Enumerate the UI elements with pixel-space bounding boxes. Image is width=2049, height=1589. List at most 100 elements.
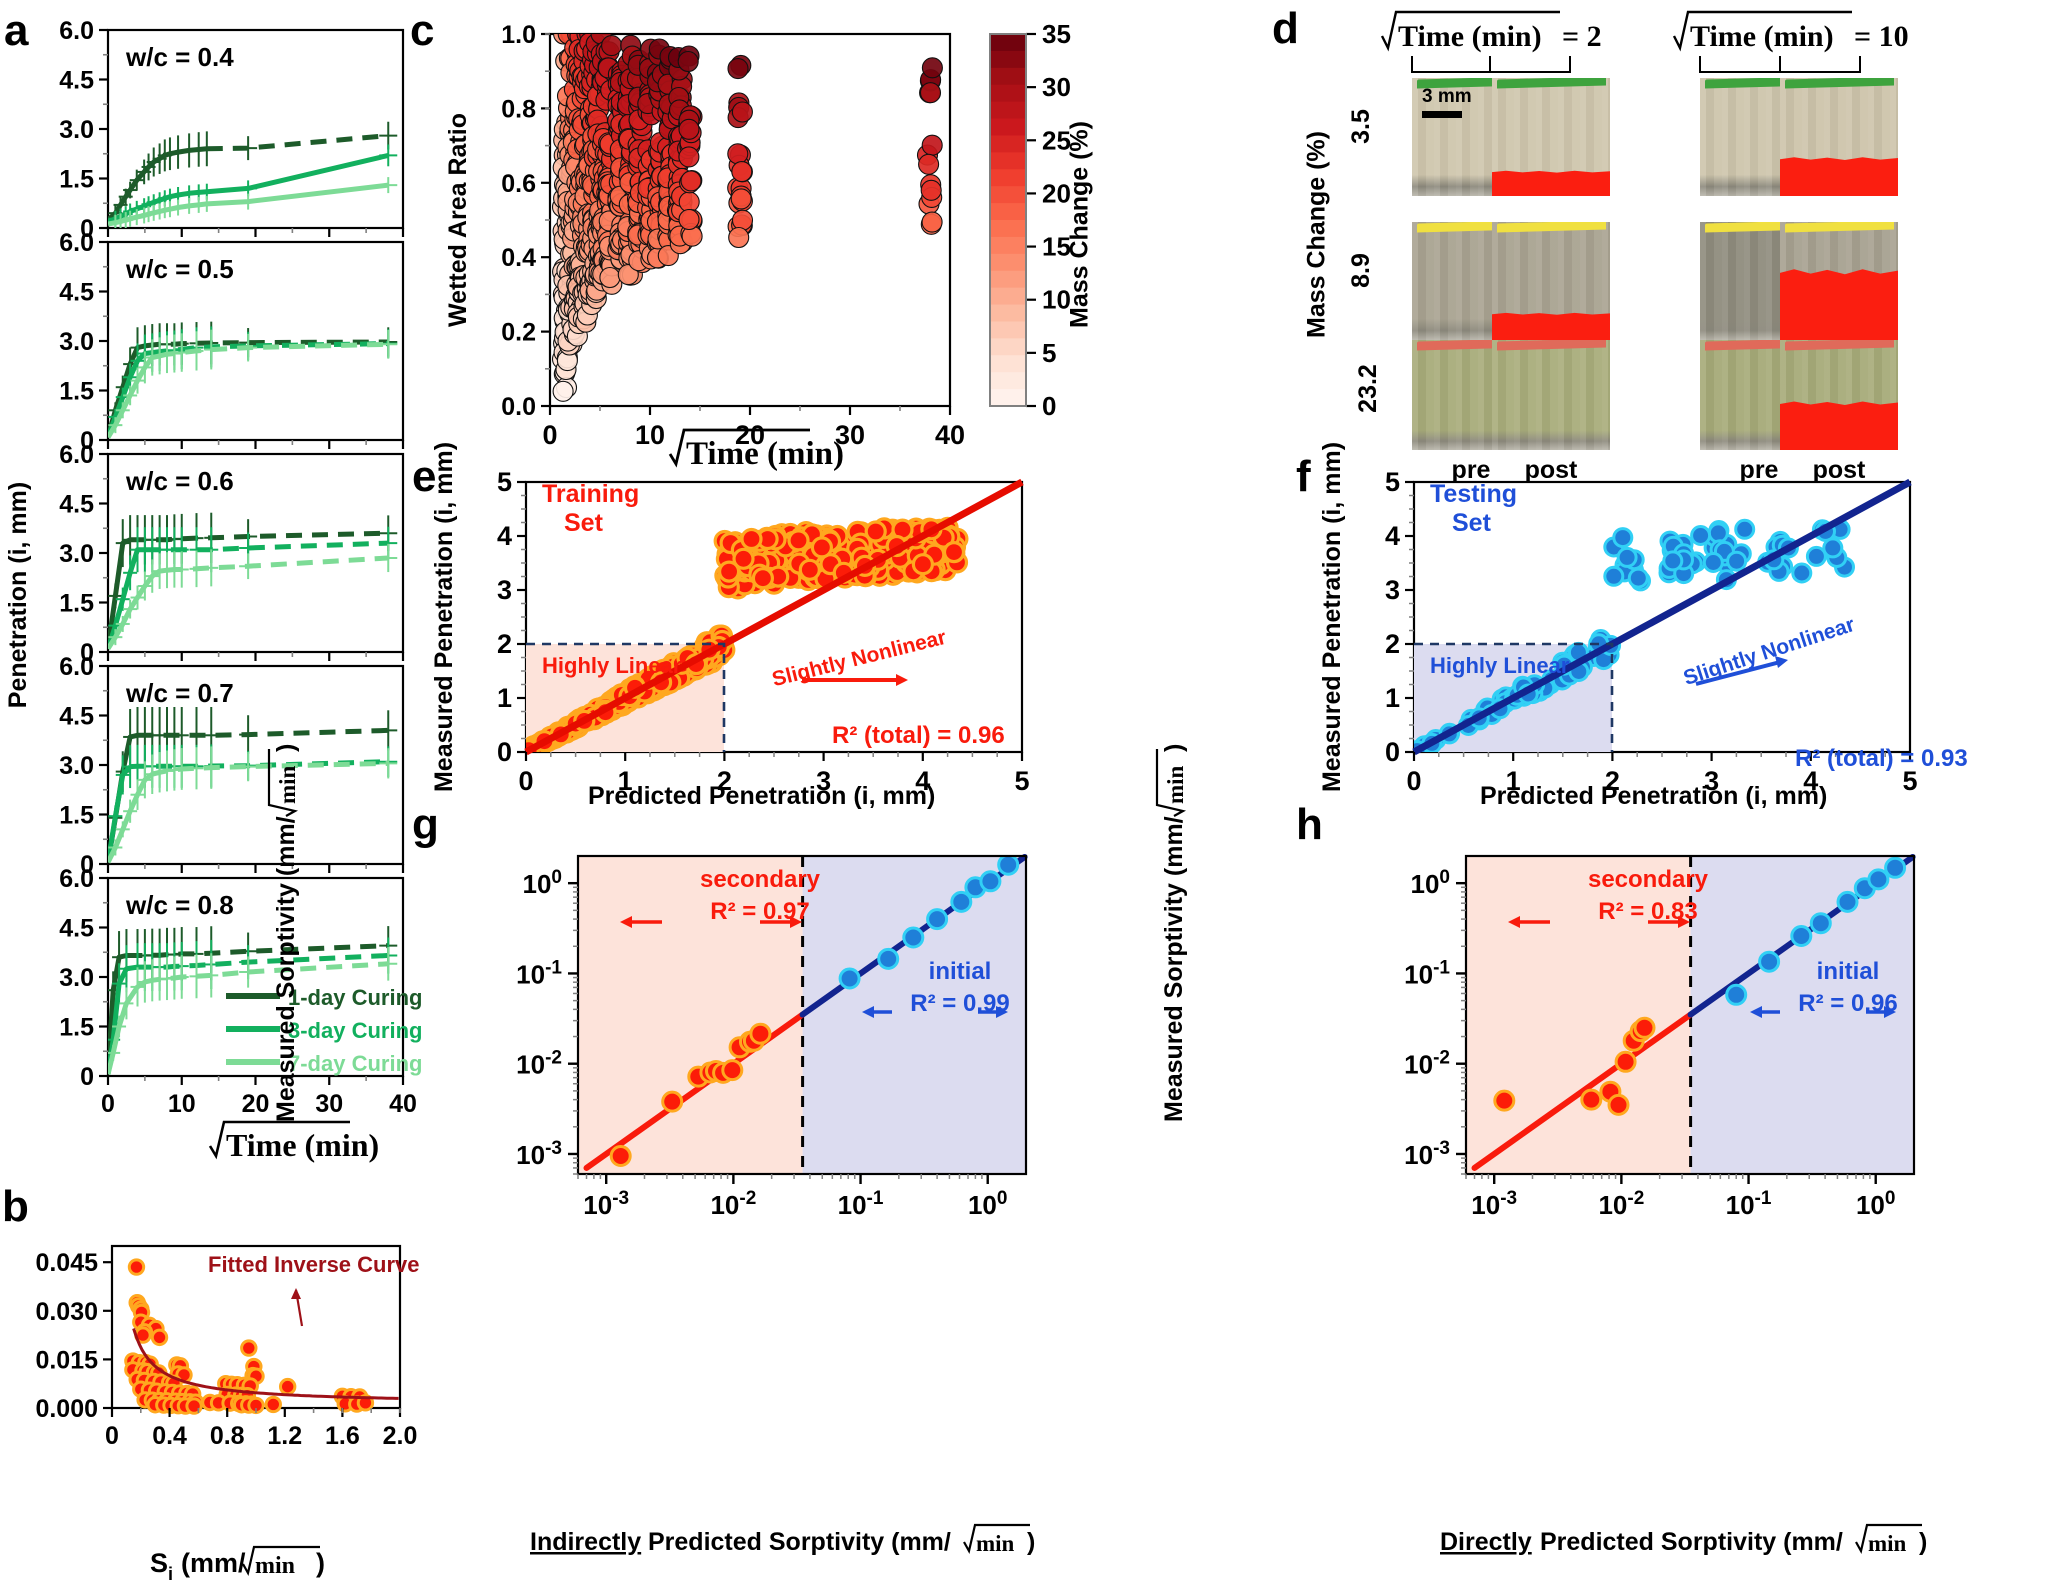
svg-text:20: 20 — [735, 420, 765, 450]
svg-text:4: 4 — [497, 521, 512, 551]
panel-h-initial-r2: R² = 0.96 — [1798, 990, 1898, 1017]
svg-text:0: 0 — [105, 1422, 119, 1450]
panel-g-secondary-r2: R² = 0.97 — [710, 898, 810, 925]
svg-text:15: 15 — [1042, 232, 1071, 262]
svg-text:0: 0 — [1385, 737, 1400, 767]
panel-g-secondary-label: secondary — [699, 866, 821, 893]
panel-d-row-value: 3.5 — [1346, 109, 1375, 144]
specimen-photo — [1780, 340, 1898, 450]
panel-f-svg: 5 4 3 2 1 00 1 2 3 4 5 Measured Penetration (i, mm… — [1318, 442, 1918, 796]
panel-e-arrow — [802, 674, 908, 686]
svg-text:40: 40 — [389, 1090, 417, 1118]
panel-b-xlabel: S i (mm/ min ) — [150, 1542, 410, 1588]
specimen-photo — [1780, 78, 1898, 196]
panel-e-r2-label: R² (total) = 0.96 — [832, 722, 1005, 749]
panel-b: 0.045 0.030 0.015 0.000 0 0.4 0.8 1.2 1.6 2.0 — [0, 1230, 420, 1589]
svg-text:1: 1 — [1506, 766, 1521, 796]
panel-g-initial-region — [802, 856, 1026, 1174]
svg-text:6.0: 6.0 — [59, 17, 94, 45]
panel-c-colorbar-label: Mass Change (%) — [1040, 10, 1094, 450]
panel-letter-b: b — [2, 1182, 29, 1231]
panel-g-xlabel-underline: Indirectly — [530, 1528, 641, 1556]
panel-e-set-label: Training Set — [542, 480, 639, 538]
panel-f-set-label: Testing Set — [1430, 480, 1517, 538]
panel-e-set-label-l1: Training — [542, 480, 640, 508]
svg-text:100: 100 — [523, 867, 563, 899]
svg-text:2: 2 — [717, 766, 732, 796]
panel-g-frame — [576, 854, 1028, 1176]
svg-text:1.5: 1.5 — [59, 590, 94, 618]
wetted-area-overlay — [1492, 170, 1610, 196]
panel-h-xlabel-underline: Directly — [1440, 1528, 1532, 1556]
svg-text:0: 0 — [518, 766, 533, 796]
svg-text:0.015: 0.015 — [35, 1346, 98, 1374]
svg-text:10-2: 10-2 — [710, 1188, 756, 1220]
svg-text:40: 40 — [935, 420, 965, 450]
panel-h-xlabel-sqrt: min — [1868, 1531, 1907, 1556]
svg-text:5: 5 — [1902, 766, 1917, 796]
panel-d-subheader: post — [1812, 456, 1866, 484]
svg-text:10-3: 10-3 — [583, 1188, 629, 1220]
panel-d-row-value: 8.9 — [1346, 253, 1375, 288]
panel-h-svg: 100 10-1 10-2 10-3 10-3 10-2 10-1 100 — [1404, 853, 1916, 1220]
panel-d-subheader: pre — [1451, 456, 1491, 484]
svg-text:0.000: 0.000 — [35, 1395, 98, 1423]
panel-f-arrow — [1695, 656, 1788, 686]
svg-text:4.5: 4.5 — [59, 703, 94, 731]
panel-b-xlabel-sub: i — [168, 1564, 173, 1584]
panel-b-ylabel: S S (mm/ min ) — [2, 1300, 42, 1550]
svg-text:5: 5 — [497, 467, 512, 497]
svg-text:10: 10 — [168, 1090, 196, 1118]
svg-text:1.5: 1.5 — [59, 378, 94, 406]
panel-h-ylabel-close: ) — [1160, 744, 1188, 752]
panel-e-parity-line — [524, 478, 1024, 756]
panel-b-annotation: Fitted Inverse Curve — [208, 1252, 420, 1277]
svg-text:100: 100 — [1856, 1188, 1896, 1220]
panel-g-xlabel-sqrt: min — [976, 1531, 1015, 1556]
panel-b-xlabel-sqrt: min — [255, 1553, 295, 1579]
panel-g-xlabel: Indirectly Predicted Sorptivity (mm/ min… — [530, 1520, 1070, 1568]
panel-a-ylabel: Penetration (i, mm) — [4, 482, 32, 708]
panel-d-header-0: Time (min) = 2 — [1378, 6, 1678, 54]
svg-text:10-3: 10-3 — [516, 1138, 562, 1170]
wetted-area-overlay — [1492, 312, 1610, 340]
svg-text:4.5: 4.5 — [59, 279, 94, 307]
svg-text:1: 1 — [618, 766, 633, 796]
svg-text:2.0: 2.0 — [383, 1422, 418, 1450]
svg-text:6.0: 6.0 — [59, 441, 94, 469]
svg-text:0.030: 0.030 — [35, 1298, 98, 1326]
svg-text:1.2: 1.2 — [267, 1422, 302, 1450]
svg-text:4.5: 4.5 — [59, 491, 94, 519]
specimen-photo — [1780, 222, 1898, 340]
svg-text:3-day Curing: 3-day Curing — [288, 1018, 422, 1043]
svg-text:w/c = 0.6: w/c = 0.6 — [125, 466, 234, 496]
panel-letter-e: e — [412, 452, 437, 501]
svg-text:10-2: 10-2 — [516, 1048, 562, 1080]
svg-text:4: 4 — [1803, 766, 1818, 796]
panel-h-initial-label: initial — [1816, 958, 1880, 985]
panel-e-ylabel: Measured Penetration (i, mm) — [430, 442, 458, 792]
svg-text:w/c = 0.5: w/c = 0.5 — [125, 254, 234, 284]
svg-text:5: 5 — [1385, 467, 1400, 497]
panel-g-ylabel-close: ) — [272, 744, 300, 752]
wetted-area-overlay — [1780, 269, 1898, 340]
svg-text:0.8: 0.8 — [501, 95, 536, 123]
svg-text:3.0: 3.0 — [59, 540, 94, 568]
svg-text:0: 0 — [1042, 391, 1056, 421]
wetted-area-overlay — [1780, 401, 1898, 450]
colorbar-label-text: Mass Change (%) — [1065, 121, 1094, 328]
panel-d: Time (min) = 2 Time (min) = 10 Mass Chan… — [1300, 0, 2049, 484]
panel-d-rowlabel: Mass Change (%) — [1302, 110, 1332, 350]
panel-d-header-1-eq: = 10 — [1854, 20, 1909, 53]
svg-text:0: 0 — [80, 639, 94, 667]
svg-text:20: 20 — [1042, 178, 1071, 208]
panel-a-xlabel: Time (min) — [150, 1112, 420, 1166]
svg-text:0: 0 — [80, 215, 94, 243]
svg-text:1: 1 — [497, 683, 512, 713]
svg-text:0: 0 — [101, 1090, 115, 1118]
svg-text:100: 100 — [968, 1188, 1008, 1220]
svg-text:4: 4 — [1385, 521, 1400, 551]
svg-text:0: 0 — [497, 737, 512, 767]
panel-e-region-label: Highly Linear — [542, 653, 682, 678]
panel-h: 100 10-1 10-2 10-3 10-3 10-2 10-1 100 — [1318, 838, 2049, 1558]
